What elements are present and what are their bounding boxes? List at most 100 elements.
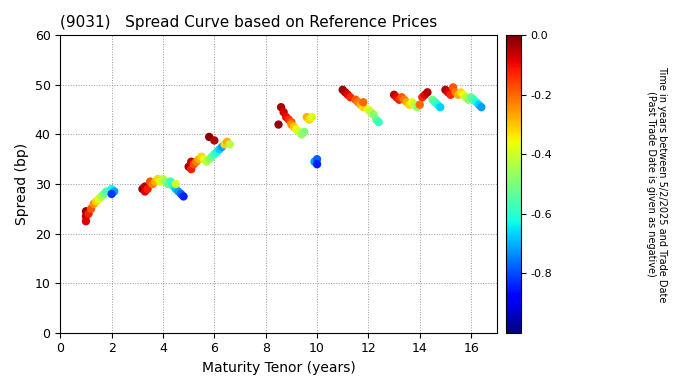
Point: [83, 211, 94, 217]
Y-axis label: Time in years between 5/2/2025 and Trade Date
(Past Trade Date is given as negat: Time in years between 5/2/2025 and Trade…: [646, 66, 667, 302]
Point: [80, 213, 91, 219]
Point: [152, 176, 163, 182]
Point: [463, 97, 474, 103]
Point: [469, 97, 479, 103]
Point: [371, 117, 381, 123]
Point: [404, 102, 415, 108]
Point: [204, 134, 215, 140]
Point: [101, 188, 112, 195]
Point: [106, 186, 117, 192]
Point: [337, 87, 348, 93]
Point: [80, 218, 91, 224]
Point: [396, 94, 407, 100]
Point: [447, 84, 458, 90]
Point: [358, 104, 369, 110]
Point: [86, 206, 97, 212]
Point: [171, 181, 182, 187]
Point: [278, 109, 289, 115]
Point: [191, 159, 202, 165]
Point: [411, 104, 422, 110]
Point: [432, 102, 443, 108]
Point: [288, 124, 299, 130]
Point: [91, 198, 102, 204]
Point: [299, 129, 309, 135]
Point: [453, 92, 464, 98]
Point: [473, 102, 484, 108]
Point: [148, 181, 158, 187]
Point: [106, 191, 117, 197]
Point: [417, 94, 428, 100]
Point: [456, 89, 466, 96]
Point: [471, 99, 481, 105]
Point: [93, 196, 104, 202]
Point: [311, 161, 322, 167]
Point: [142, 186, 153, 192]
Point: [366, 109, 377, 115]
Point: [273, 121, 284, 128]
Point: [460, 94, 471, 100]
Point: [214, 146, 225, 152]
Point: [399, 97, 410, 103]
Point: [139, 183, 150, 190]
Point: [155, 179, 166, 185]
Point: [173, 188, 184, 195]
Point: [407, 99, 418, 105]
Point: [211, 149, 222, 155]
Point: [304, 117, 315, 123]
Point: [275, 104, 286, 110]
Point: [450, 89, 461, 96]
Point: [286, 119, 296, 125]
Point: [350, 97, 361, 103]
Point: [88, 201, 99, 207]
Point: [137, 186, 148, 192]
Point: [394, 97, 405, 103]
Point: [435, 104, 445, 110]
Point: [199, 156, 209, 162]
Point: [145, 179, 156, 185]
Point: [427, 97, 438, 103]
Point: [414, 102, 425, 108]
Point: [409, 102, 420, 108]
Point: [343, 92, 354, 98]
Point: [222, 139, 233, 145]
Point: [440, 87, 451, 93]
Point: [301, 114, 312, 120]
Point: [286, 121, 296, 128]
Point: [345, 94, 356, 100]
Point: [294, 129, 305, 135]
Point: [186, 159, 197, 165]
Point: [458, 92, 469, 98]
Point: [188, 161, 199, 167]
Point: [186, 166, 197, 172]
Point: [389, 92, 400, 98]
Point: [422, 89, 433, 96]
Point: [307, 114, 318, 120]
Point: [291, 126, 302, 133]
Point: [165, 179, 176, 185]
Point: [209, 151, 220, 158]
Point: [445, 92, 456, 98]
Point: [163, 181, 173, 187]
Point: [139, 188, 150, 195]
Point: [363, 106, 374, 113]
Y-axis label: Spread (bp): Spread (bp): [15, 143, 29, 225]
Point: [430, 99, 441, 105]
Point: [443, 89, 454, 96]
Point: [201, 159, 212, 165]
Point: [217, 144, 228, 150]
Point: [355, 102, 366, 108]
Point: [206, 154, 217, 160]
Point: [160, 179, 171, 185]
Point: [353, 99, 364, 105]
Point: [466, 94, 477, 100]
Point: [194, 156, 205, 162]
X-axis label: Maturity Tenor (years): Maturity Tenor (years): [202, 361, 356, 375]
Text: (9031)   Spread Curve based on Reference Prices: (9031) Spread Curve based on Reference P…: [61, 15, 437, 30]
Point: [373, 119, 384, 125]
Point: [158, 176, 169, 182]
Point: [284, 117, 294, 123]
Point: [171, 186, 182, 192]
Point: [224, 141, 235, 147]
Point: [204, 156, 215, 162]
Point: [80, 208, 91, 215]
